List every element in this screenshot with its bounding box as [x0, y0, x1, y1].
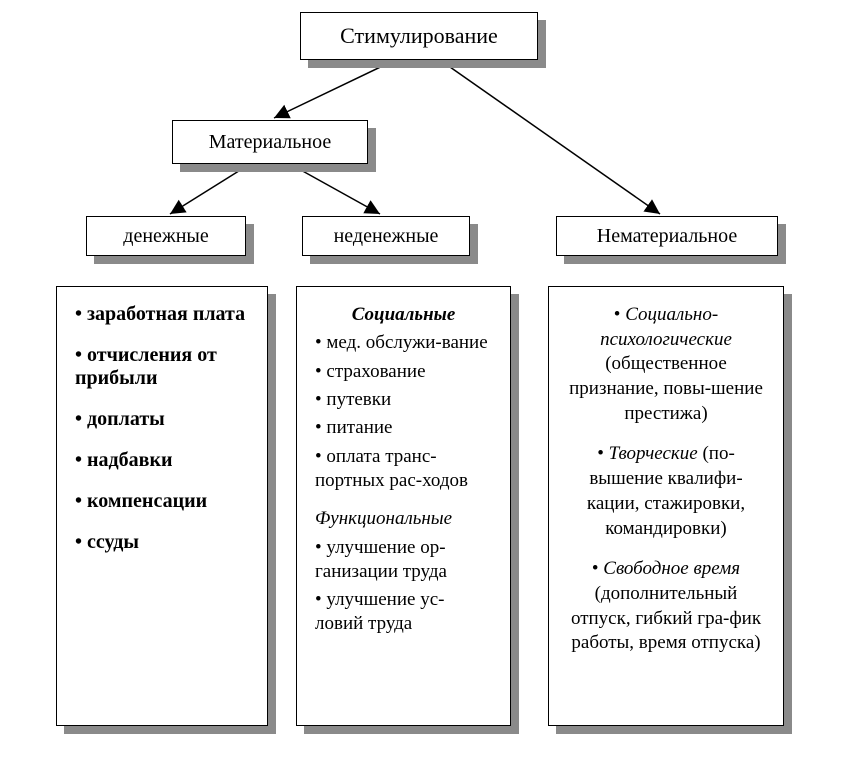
- group-title: Функциональные: [315, 507, 492, 531]
- panel-monetary: заработная плата отчисления от прибыли д…: [56, 286, 268, 726]
- entry: • Творческие (по-вышение квалифи-кации, …: [567, 442, 765, 541]
- list-item-text: улучшение ус-ловий труда: [315, 589, 444, 634]
- list-item-text: компенсации: [87, 490, 207, 512]
- panel-nonmaterial: • Социально-психологические (общественно…: [548, 286, 784, 726]
- list-item-text: доплаты: [87, 408, 165, 430]
- list-item: оплата транс-портных рас-ходов: [315, 445, 492, 494]
- list-item: улучшение ус-ловий труда: [315, 588, 492, 637]
- list-item-text: оплата транс-портных рас-ходов: [315, 446, 468, 491]
- list-item-text: надбавки: [87, 449, 173, 471]
- list-item-text: питание: [326, 417, 392, 438]
- edge-root-nonmaterial: [440, 60, 660, 214]
- group-title-text: Функциональные: [315, 508, 452, 529]
- list-item: питание: [315, 416, 492, 440]
- list-item-text: страхование: [326, 361, 425, 382]
- entry-title: Свободное время: [603, 558, 740, 579]
- group-list: улучшение ор-ганизации труда улучшение у…: [315, 536, 492, 637]
- entry-title: Социально-психологические: [600, 304, 732, 350]
- node-root: Стимулирование: [300, 12, 538, 60]
- list-item-text: заработная плата: [87, 303, 245, 325]
- list-item-text: путевки: [326, 389, 391, 410]
- list-item: отчисления от прибыли: [75, 344, 249, 390]
- group-list: мед. обслужи-вание страхование путевки п…: [315, 331, 492, 493]
- entry: • Социально-психологические (общественно…: [567, 303, 765, 426]
- list-item: надбавки: [75, 449, 249, 472]
- list-item-text: ссуды: [87, 531, 139, 553]
- group-social: Социальные мед. обслужи-вание страховани…: [315, 303, 492, 493]
- list-item: страхование: [315, 360, 492, 384]
- node-nonmaterial-label: Нематериальное: [597, 225, 738, 248]
- entry: • Свободное время (дополнительный отпуск…: [567, 557, 765, 656]
- list-item: заработная плата: [75, 303, 249, 326]
- list-item: путевки: [315, 388, 492, 412]
- node-nonmaterial: Нематериальное: [556, 216, 778, 256]
- node-material-label: Материальное: [209, 131, 331, 154]
- list-item: улучшение ор-ганизации труда: [315, 536, 492, 585]
- list-item: мед. обслужи-вание: [315, 331, 492, 355]
- group-title: Социальные: [315, 303, 492, 327]
- node-root-label: Стимулирование: [340, 23, 498, 49]
- group-title-text: Социальные: [352, 304, 456, 325]
- entry-title: Творческие: [609, 443, 698, 464]
- list-item-text: отчисления от прибыли: [75, 344, 217, 389]
- entry-desc: (общественное признание, повы-шение прес…: [569, 353, 763, 423]
- node-nonmonetary: неденежные: [302, 216, 470, 256]
- panel-monetary-list: заработная плата отчисления от прибыли д…: [75, 303, 249, 554]
- list-item: ссуды: [75, 531, 249, 554]
- entry-desc: (дополнительный отпуск, гибкий гра-фик р…: [571, 583, 761, 653]
- node-monetary-label: денежные: [123, 225, 208, 248]
- group-functional: Функциональные улучшение ор-ганизации тр…: [315, 507, 492, 637]
- diagram-canvas: Стимулирование Материальное денежные нед…: [0, 0, 843, 768]
- edge-root-material: [274, 60, 395, 118]
- list-item-text: мед. обслужи-вание: [326, 332, 487, 353]
- node-nonmonetary-label: неденежные: [334, 225, 439, 248]
- list-item: компенсации: [75, 490, 249, 513]
- node-material: Материальное: [172, 120, 368, 164]
- list-item: доплаты: [75, 408, 249, 431]
- panel-nonmonetary: Социальные мед. обслужи-вание страховани…: [296, 286, 511, 726]
- list-item-text: улучшение ор-ганизации труда: [315, 537, 447, 582]
- node-monetary: денежные: [86, 216, 246, 256]
